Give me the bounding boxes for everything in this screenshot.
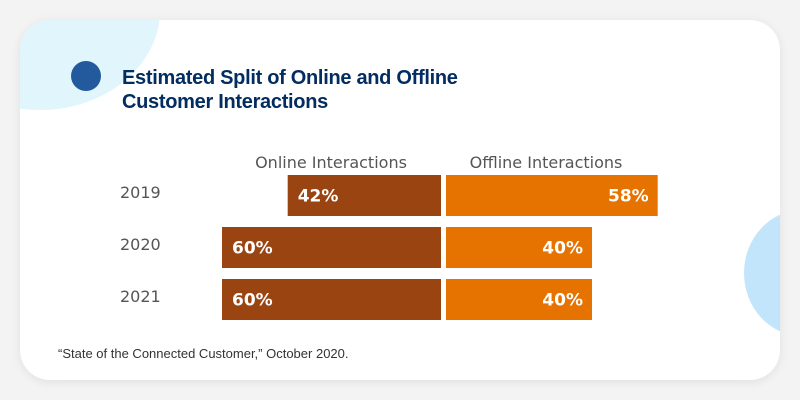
bar-label-offline: 58% <box>608 187 649 207</box>
bar-online <box>222 279 441 320</box>
source-note: “State of the Connected Customer,” Octob… <box>58 346 349 361</box>
legend-online: Online Interactions <box>255 153 407 172</box>
year-label: 2021 <box>120 287 161 306</box>
bar-label-offline: 40% <box>542 291 583 311</box>
bar-offline <box>446 279 592 320</box>
bar-offline <box>446 175 658 216</box>
year-label: 2020 <box>120 235 161 254</box>
bar-label-online: 42% <box>298 187 339 207</box>
bar-label-offline: 40% <box>542 239 583 259</box>
bar-offline <box>446 227 592 268</box>
bar-online <box>222 227 441 268</box>
chart-title: Estimated Split of Online and Offline Cu… <box>122 67 458 113</box>
bar-label-online: 60% <box>232 291 273 311</box>
year-label: 2019 <box>120 183 161 202</box>
legend-offline: Offline Interactions <box>470 153 623 172</box>
bar-online <box>287 175 441 216</box>
bullet-dot-icon <box>71 61 101 91</box>
bar-label-online: 60% <box>232 239 273 259</box>
